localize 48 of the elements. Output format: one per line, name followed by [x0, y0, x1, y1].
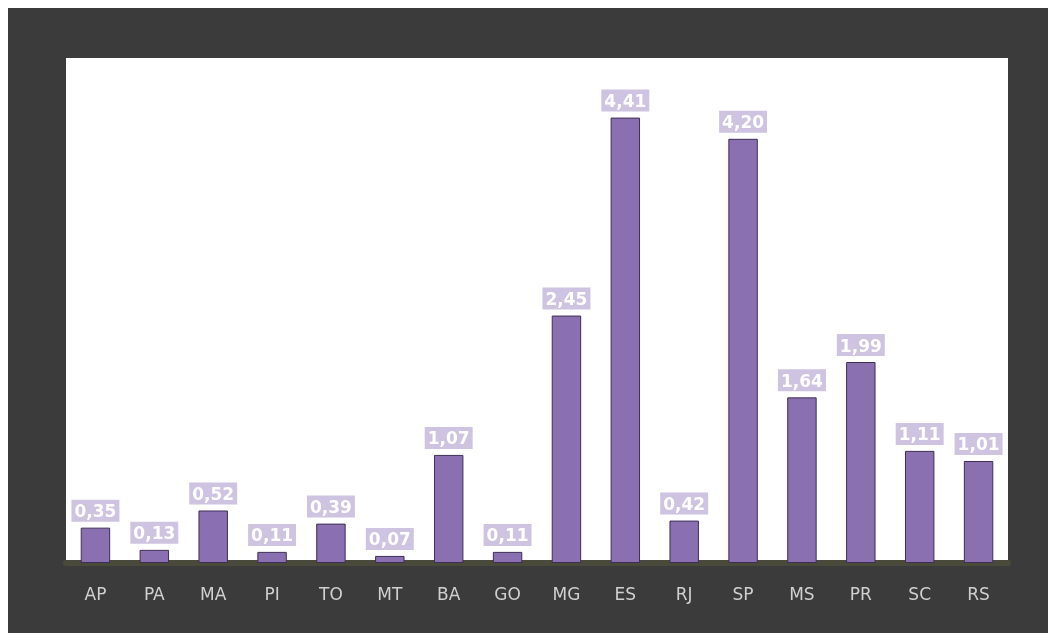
- data-label: 0,42: [663, 494, 706, 515]
- x-tick-label: MG: [552, 583, 581, 604]
- x-tick-label: ES: [614, 583, 637, 604]
- bar: [728, 138, 758, 563]
- bar: [80, 527, 111, 563]
- data-label: 0,39: [309, 497, 352, 518]
- bar: [375, 555, 405, 563]
- data-label: 0,13: [133, 523, 176, 544]
- x-tick-label: MS: [789, 583, 815, 604]
- bar: [904, 450, 935, 563]
- data-label: 0,35: [74, 501, 117, 522]
- x-tick-label: TO: [318, 583, 343, 604]
- data-label: 0,07: [368, 529, 411, 550]
- x-tick-label: PI: [264, 583, 280, 604]
- x-tick-label: BA: [437, 583, 461, 604]
- bar: [669, 520, 699, 563]
- bar: [492, 551, 523, 563]
- bar: [433, 454, 464, 563]
- x-tick-label: GO: [494, 583, 521, 604]
- x-tick-label: PA: [143, 583, 166, 604]
- data-label: 1,99: [839, 335, 882, 356]
- data-label: 0,52: [192, 483, 235, 504]
- x-tick-label: AP: [84, 583, 107, 604]
- bar: [551, 315, 582, 563]
- bar: [787, 397, 817, 563]
- bar: [316, 523, 346, 563]
- bar: [257, 551, 287, 563]
- bar: [963, 460, 994, 563]
- data-label: 1,01: [957, 434, 1000, 455]
- data-label: 1,64: [780, 370, 824, 391]
- data-label: 1,07: [427, 428, 470, 449]
- x-tick-label: PR: [849, 583, 873, 604]
- data-label: 1,11: [898, 424, 941, 445]
- x-tick-label: SP: [732, 583, 754, 604]
- x-tick-label: MA: [200, 583, 227, 604]
- bar: [198, 510, 228, 563]
- x-tick-label: SC: [908, 583, 932, 604]
- data-label: 2,45: [545, 289, 588, 310]
- data-label: 4,20: [722, 112, 765, 133]
- bar: [139, 549, 170, 563]
- x-tick-label: RS: [967, 583, 990, 604]
- x-tick-label: RJ: [675, 583, 693, 604]
- data-label: 0,11: [251, 525, 294, 546]
- data-label: 0,11: [486, 525, 529, 546]
- x-tick-label: MT: [377, 583, 403, 604]
- bar: [610, 117, 641, 563]
- bar: [846, 362, 876, 563]
- data-label: 4,41: [604, 91, 647, 112]
